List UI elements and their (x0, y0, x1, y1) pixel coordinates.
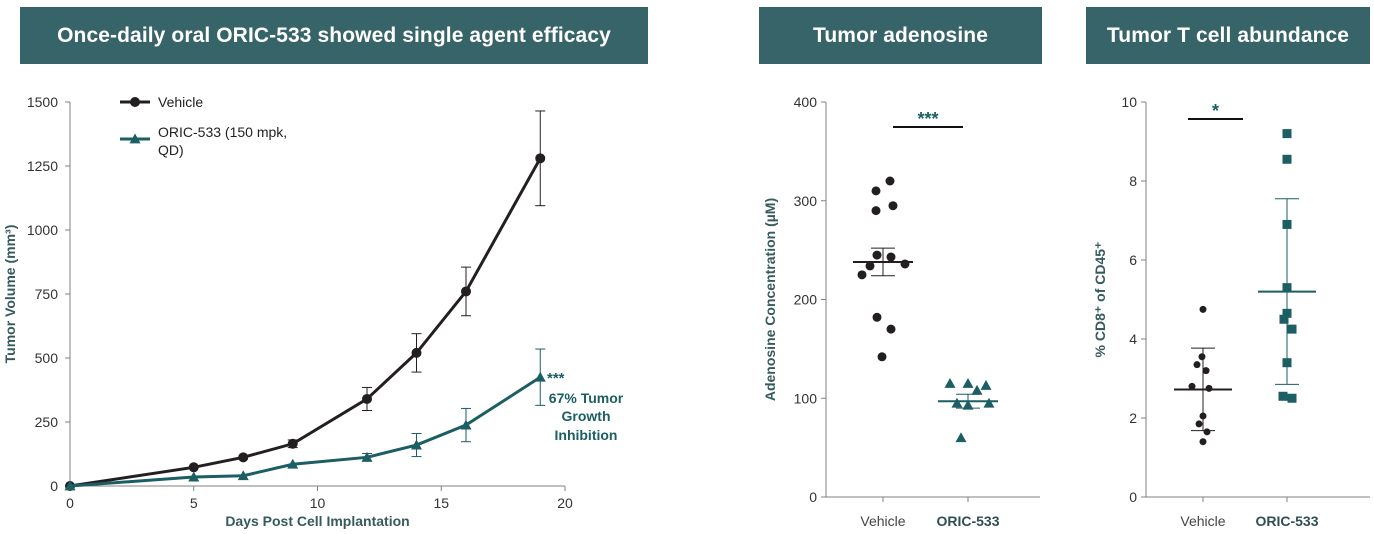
oric-data-point (534, 371, 546, 382)
oric-data-point (188, 471, 200, 482)
legend-vehicle-label: Vehicle (158, 94, 203, 110)
growth-y-tick-label: 1000 (27, 222, 58, 238)
vehicle-series-line (69, 157, 542, 488)
adenosine-vehicle-point (886, 324, 896, 334)
vehicle-data-point (238, 452, 249, 463)
adenosine-chart-title-banner: Tumor adenosine (759, 7, 1042, 64)
vehicle-data-point (411, 347, 422, 358)
tcell-vehicle-point (1199, 305, 1207, 313)
growth-chart-title-banner: Once-daily oral ORIC-533 showed single a… (20, 7, 648, 64)
growth-y-tick-label: 250 (35, 414, 59, 430)
tcell-oric-point (1287, 324, 1297, 334)
legend-oric-label-line1: ORIC-533 (150 mpk, (158, 124, 287, 140)
tcell-vehicle-point (1198, 353, 1206, 361)
adenosine-y-axis-label: Adenosine Concentration (µM) (762, 198, 778, 401)
legend-oric-label-line2: QD) (158, 142, 184, 158)
tcell-y-axis-label: % CD8⁺ of CD45⁺ (1092, 242, 1108, 358)
adenosine-vehicle-point (857, 270, 867, 280)
oric-series-line (69, 375, 542, 488)
growth-x-tick-label: 10 (310, 495, 326, 511)
legend-oric-marker (129, 133, 141, 144)
tcell-chart-title-banner: Tumor T cell abundance (1086, 7, 1370, 64)
vehicle-data-point (188, 462, 199, 473)
adenosine-category-label: ORIC-533 (936, 513, 999, 529)
adenosine-oric-point (971, 384, 983, 395)
adenosine-y-tick-label: 300 (794, 193, 818, 209)
adenosine-category-label: Vehicle (860, 513, 905, 529)
tcell-vehicle-point (1203, 428, 1211, 436)
adenosine-vehicle-point (900, 259, 910, 269)
growth-x-tick-label: 5 (190, 495, 198, 511)
adenosine-vehicle-point (872, 250, 882, 260)
adenosine-oric-point (944, 377, 956, 388)
tcell-y-tick-label: 10 (1121, 94, 1137, 110)
legend-vehicle-marker (130, 97, 140, 107)
oric-data-point (287, 458, 299, 469)
tcell-oric-point (1278, 391, 1288, 401)
adenosine-vehicle-point (886, 252, 896, 262)
tcell-category-label: Vehicle (1180, 513, 1225, 529)
oric-data-point (64, 480, 76, 491)
oric-data-point (411, 439, 422, 450)
tgi-annotation-line2: Growth (562, 408, 611, 424)
adenosine-y-tick-label: 100 (794, 390, 818, 406)
oric-data-point (237, 470, 249, 481)
tcell-vehicle-point (1195, 420, 1203, 428)
tcell-y-tick-label: 6 (1129, 252, 1137, 268)
adenosine-oric-point (983, 397, 995, 408)
growth-x-axis-label: Days Post Cell Implantation (225, 513, 409, 529)
vehicle-data-point (535, 153, 546, 164)
tcell-y-tick-label: 2 (1129, 410, 1137, 426)
tcell-vehicle-point (1202, 367, 1210, 375)
adenosine-vehicle-point (877, 352, 887, 362)
adenosine-oric-point (980, 379, 992, 390)
tcell-vehicle-point (1188, 382, 1196, 390)
tcell-vehicle-point (1193, 361, 1201, 369)
adenosine-oric-point (962, 377, 974, 388)
growth-y-tick-label: 1250 (27, 158, 58, 174)
tcell-y-tick-label: 4 (1129, 331, 1137, 347)
adenosine-vehicle-point (872, 312, 882, 322)
tcell-y-tick-label: 0 (1129, 489, 1137, 505)
tcell-oric-point (1282, 154, 1292, 164)
adenosine-oric-point (951, 397, 963, 408)
tcell-oric-point (1287, 393, 1297, 403)
growth-y-axis-label: Tumor Volume (mm³) (2, 225, 18, 364)
vehicle-data-point (461, 286, 471, 297)
growth-y-tick-label: 750 (35, 286, 59, 302)
growth-y-tick-label: 0 (50, 478, 58, 494)
tcell-y-tick-label: 8 (1129, 173, 1137, 189)
growth-y-tick-label: 500 (35, 350, 59, 366)
adenosine-significance-stars: *** (917, 109, 938, 129)
tcell-category-label: ORIC-533 (1255, 513, 1318, 529)
adenosine-vehicle-point (871, 186, 881, 196)
growth-x-tick-label: 15 (433, 495, 449, 511)
tgi-annotation-line3: Inhibition (555, 427, 618, 443)
growth-y-tick-label: 1500 (27, 94, 58, 110)
adenosine-vehicle-point (885, 176, 895, 186)
adenosine-vehicle-point (865, 261, 875, 271)
tcell-oric-point (1282, 129, 1292, 139)
vehicle-data-point (362, 393, 372, 404)
adenosine-vehicle-point (888, 201, 898, 211)
growth-x-tick-label: 0 (66, 495, 74, 511)
tgi-annotation-line1: 67% Tumor (549, 390, 624, 406)
adenosine-oric-point (955, 432, 967, 443)
oric-data-point (361, 451, 373, 462)
oric-data-point (460, 419, 472, 430)
tcell-oric-point (1279, 314, 1289, 324)
growth-x-tick-label: 20 (557, 495, 573, 511)
adenosine-vehicle-point (871, 206, 881, 216)
tcell-vehicle-point (1199, 438, 1207, 446)
vehicle-data-point (287, 438, 298, 449)
adenosine-y-tick-label: 400 (794, 94, 818, 110)
adenosine-y-tick-label: 200 (794, 292, 818, 308)
significance-stars: *** (547, 370, 565, 387)
adenosine-y-tick-label: 0 (809, 489, 817, 505)
tcell-significance-stars: * (1212, 101, 1219, 121)
tcell-vehicle-point (1205, 384, 1213, 392)
